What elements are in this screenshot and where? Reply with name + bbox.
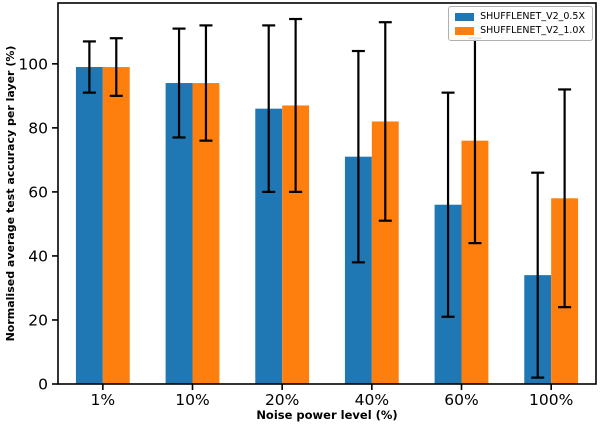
- y-tick-label: 0: [38, 376, 48, 394]
- legend: SHUFFLENET_V2_0.5X SHUFFLENET_V2_1.0X: [448, 6, 593, 41]
- x-tick-label: 1%: [91, 391, 116, 409]
- error-bar-series0-40%: [351, 49, 365, 264]
- error-bar-series1-40%: [378, 21, 392, 222]
- error-bar-series0-1%: [82, 40, 96, 94]
- x-tick-label: 20%: [265, 391, 299, 409]
- y-axis-label: Normalised average test accuracy per lay…: [4, 45, 17, 342]
- error-bar-series0-100%: [531, 171, 545, 379]
- x-tick-label: 10%: [175, 391, 209, 409]
- y-tick-label: 40: [28, 247, 48, 265]
- legend-swatch-orange: [455, 26, 475, 35]
- x-tick-label: 60%: [444, 391, 478, 409]
- y-tick-label: 60: [28, 183, 48, 201]
- y-tick-label: 80: [28, 119, 48, 137]
- y-tick-label: 100: [18, 55, 48, 73]
- legend-item-series-1: SHUFFLENET_V2_1.0X: [455, 25, 585, 36]
- error-bar-series1-1%: [109, 37, 123, 97]
- legend-label-series-1: SHUFFLENET_V2_1.0X: [480, 25, 585, 36]
- x-tick-label: 100%: [529, 391, 573, 409]
- bar-series1-1%: [102, 67, 130, 384]
- x-tick-label: 40%: [355, 391, 389, 409]
- error-bar-series0-10%: [172, 27, 186, 139]
- plot-border: [57, 2, 597, 385]
- error-bar-series1-20%: [289, 17, 303, 193]
- y-tick-label: 20: [28, 311, 48, 329]
- bar-series0-1%: [75, 67, 103, 384]
- legend-item-series-0: SHUFFLENET_V2_0.5X: [455, 11, 585, 22]
- error-bar-series0-60%: [441, 91, 455, 318]
- error-bar-series1-100%: [558, 88, 572, 309]
- x-axis-label: Noise power level (%): [256, 408, 398, 422]
- legend-swatch-blue: [455, 12, 475, 21]
- legend-label-series-0: SHUFFLENET_V2_0.5X: [480, 11, 585, 22]
- error-bar-series1-10%: [199, 24, 213, 142]
- error-bar-series0-20%: [262, 24, 276, 193]
